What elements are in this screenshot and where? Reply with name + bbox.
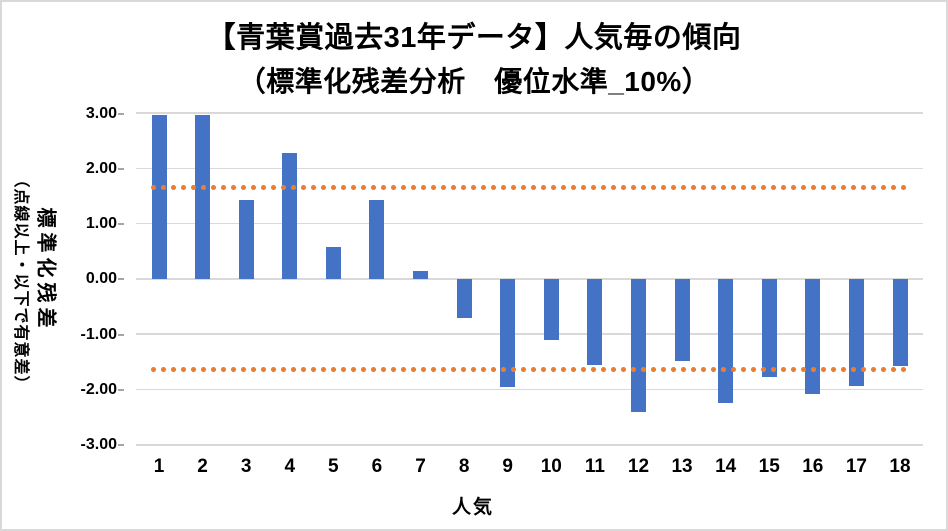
y-axis-tick-label: 2.00 bbox=[85, 159, 117, 177]
gridline bbox=[136, 388, 923, 391]
x-axis-title: 人気 bbox=[451, 497, 494, 518]
bar-popularity-13 bbox=[674, 278, 690, 362]
bar-popularity-15 bbox=[761, 278, 777, 378]
y-axis-tick-label: 0.00 bbox=[85, 270, 117, 288]
y-axis-tick-mark bbox=[118, 223, 124, 226]
bar-popularity-16 bbox=[805, 278, 821, 395]
bar-popularity-1 bbox=[151, 114, 167, 279]
gridline bbox=[136, 112, 923, 114]
x-axis-tick-label: 2 bbox=[197, 456, 208, 477]
x-axis-tick-label: 9 bbox=[502, 456, 513, 477]
x-axis-tick-label: 6 bbox=[371, 456, 383, 477]
bar-popularity-8 bbox=[456, 278, 472, 318]
bar-popularity-18 bbox=[892, 278, 908, 367]
significance-threshold-line bbox=[151, 185, 908, 191]
bar-popularity-6 bbox=[369, 199, 385, 279]
x-axis-tick-label: 14 bbox=[715, 456, 737, 477]
bar-popularity-17 bbox=[848, 278, 864, 387]
x-axis-tick-label: 1 bbox=[153, 456, 165, 477]
bar-popularity-2 bbox=[195, 114, 211, 279]
x-axis-tick-label: 3 bbox=[240, 456, 252, 477]
y-axis-tick-label: 1.00 bbox=[85, 215, 117, 233]
bar-popularity-12 bbox=[630, 278, 646, 412]
x-axis-tick-label: 11 bbox=[584, 456, 605, 477]
bar-popularity-4 bbox=[282, 152, 298, 279]
bar-popularity-14 bbox=[718, 278, 734, 403]
x-axis-tick-label: 13 bbox=[671, 456, 693, 477]
x-axis-tick-label: 7 bbox=[415, 456, 426, 477]
bar-popularity-3 bbox=[238, 199, 254, 279]
gridline bbox=[136, 444, 923, 446]
gridline bbox=[136, 167, 923, 170]
y-axis-tick-label: -1.00 bbox=[80, 325, 117, 343]
gridline bbox=[136, 333, 923, 335]
x-axis-tick-label: 17 bbox=[845, 456, 867, 477]
bar-popularity-9 bbox=[500, 278, 516, 388]
significance-threshold-line bbox=[151, 367, 908, 373]
y-axis-tick-label: -3.00 bbox=[80, 436, 117, 454]
y-axis-tick-mark bbox=[118, 167, 124, 170]
bar-popularity-5 bbox=[325, 247, 341, 279]
x-axis-tick-label: 18 bbox=[889, 456, 911, 477]
gridline bbox=[136, 278, 923, 280]
x-axis-tick-label: 12 bbox=[627, 456, 650, 477]
y-axis-tick-mark bbox=[118, 444, 124, 447]
y-axis-tick-mark bbox=[118, 112, 124, 115]
x-axis-tick-label: 4 bbox=[284, 456, 296, 477]
gridline bbox=[136, 222, 923, 225]
plot-area: 1 2 3 4 5 6 7 8 9 10 11 12 13 14 15 16 17 18 bbox=[136, 112, 923, 477]
x-axis-tick-label: 15 bbox=[758, 456, 780, 477]
y-axis-tick-label: 3.00 bbox=[85, 104, 117, 122]
y-axis-tick-mark bbox=[118, 278, 124, 281]
x-axis-tick-label: 8 bbox=[458, 456, 470, 477]
x-axis-tick-label: 16 bbox=[802, 456, 824, 477]
y-axis-tick-mark bbox=[118, 389, 124, 391]
bar-popularity-11 bbox=[587, 278, 603, 365]
bar-popularity-7 bbox=[413, 271, 429, 279]
x-axis-tick-label: 10 bbox=[540, 456, 562, 477]
chart-subtitle: （標準化残差分析 優位水準_10%） bbox=[237, 66, 711, 97]
x-axis-tick-label: 5 bbox=[328, 456, 339, 477]
y-axis-tick-label: -2.00 bbox=[80, 381, 117, 398]
bar-popularity-10 bbox=[543, 278, 559, 341]
chart-title: 【青葉賞過去31年データ】人気毎の傾向 bbox=[206, 22, 742, 54]
y-axis-tick-mark bbox=[118, 333, 124, 336]
